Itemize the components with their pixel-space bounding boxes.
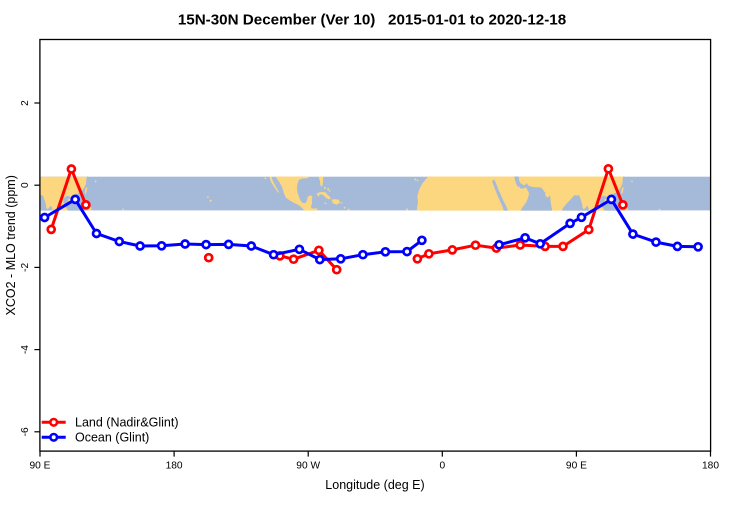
svg-text:-2: -2: [20, 263, 31, 272]
svg-text:90 W: 90 W: [296, 461, 320, 472]
svg-text:Land (Nadir&Glint): Land (Nadir&Glint): [75, 415, 179, 429]
svg-text:-4: -4: [20, 345, 31, 354]
svg-text:90 E: 90 E: [30, 461, 51, 472]
svg-text:15N-30N December (Ver 10) 20: 15N-30N December (Ver 10) 2015-01-01 to …: [178, 12, 566, 29]
svg-text:90 E: 90 E: [566, 461, 587, 472]
svg-text:XCO2 - MLO trend (ppm): XCO2 - MLO trend (ppm): [4, 175, 18, 315]
svg-text:-6: -6: [20, 427, 31, 436]
svg-text:0: 0: [20, 182, 31, 188]
svg-text:0: 0: [439, 461, 445, 472]
svg-text:Longitude (deg E): Longitude (deg E): [325, 478, 424, 492]
svg-text:2: 2: [20, 100, 31, 106]
svg-text:Ocean (Glint): Ocean (Glint): [75, 430, 149, 444]
svg-text:180: 180: [702, 461, 719, 472]
svg-text:180: 180: [166, 461, 183, 472]
